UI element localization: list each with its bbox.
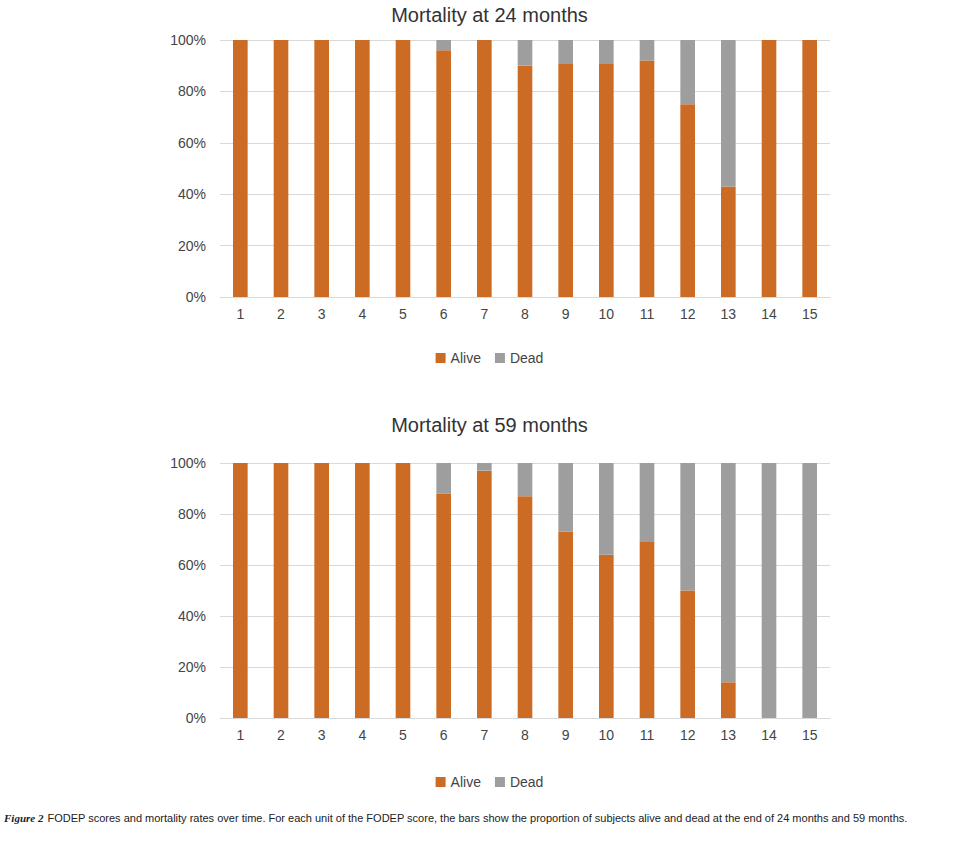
svg-text:4: 4: [358, 306, 366, 322]
svg-text:14: 14: [761, 306, 777, 322]
svg-text:80%: 80%: [178, 83, 206, 99]
svg-text:40%: 40%: [178, 608, 206, 624]
svg-text:12: 12: [680, 306, 696, 322]
svg-text:13: 13: [721, 727, 737, 743]
svg-text:Mortality at 59 months: Mortality at 59 months: [391, 414, 588, 436]
svg-text:7: 7: [480, 727, 488, 743]
svg-text:4: 4: [358, 727, 366, 743]
svg-text:14: 14: [761, 727, 777, 743]
svg-text:1: 1: [236, 727, 244, 743]
svg-text:15: 15: [802, 306, 818, 322]
svg-text:80%: 80%: [178, 506, 206, 522]
svg-text:13: 13: [721, 306, 737, 322]
svg-text:7: 7: [480, 306, 488, 322]
svg-text:0%: 0%: [186, 289, 206, 305]
svg-text:Mortality at 24 months: Mortality at 24 months: [391, 4, 588, 26]
svg-text:Alive: Alive: [451, 774, 482, 790]
svg-text:3: 3: [318, 306, 326, 322]
svg-text:15: 15: [802, 727, 818, 743]
svg-text:1: 1: [236, 306, 244, 322]
svg-text:2: 2: [277, 727, 285, 743]
svg-text:6: 6: [440, 727, 448, 743]
svg-text:Dead: Dead: [510, 350, 543, 366]
svg-text:20%: 20%: [178, 238, 206, 254]
svg-text:5: 5: [399, 306, 407, 322]
svg-text:9: 9: [562, 306, 570, 322]
svg-text:60%: 60%: [178, 557, 206, 573]
svg-text:100%: 100%: [170, 32, 206, 48]
svg-text:9: 9: [562, 727, 570, 743]
svg-text:8: 8: [521, 306, 529, 322]
svg-text:3: 3: [318, 727, 326, 743]
svg-text:10: 10: [599, 727, 615, 743]
svg-text:11: 11: [640, 727, 655, 743]
svg-text:0%: 0%: [186, 710, 206, 726]
html-text:Figure 2 FODEP scores and mort: Figure 2 FODEP scores and mortality rate…: [4, 812, 908, 824]
svg-text:100%: 100%: [170, 455, 206, 471]
svg-text:Alive: Alive: [451, 350, 482, 366]
svg-text:2: 2: [277, 306, 285, 322]
svg-text:6: 6: [440, 306, 448, 322]
svg-text:10: 10: [599, 306, 615, 322]
svg-text:5: 5: [399, 727, 407, 743]
svg-text:8: 8: [521, 727, 529, 743]
svg-text:20%: 20%: [178, 659, 206, 675]
svg-text:Dead: Dead: [510, 774, 543, 790]
svg-text:60%: 60%: [178, 135, 206, 151]
svg-text:12: 12: [680, 727, 696, 743]
svg-text:40%: 40%: [178, 186, 206, 202]
svg-text:11: 11: [640, 306, 655, 322]
